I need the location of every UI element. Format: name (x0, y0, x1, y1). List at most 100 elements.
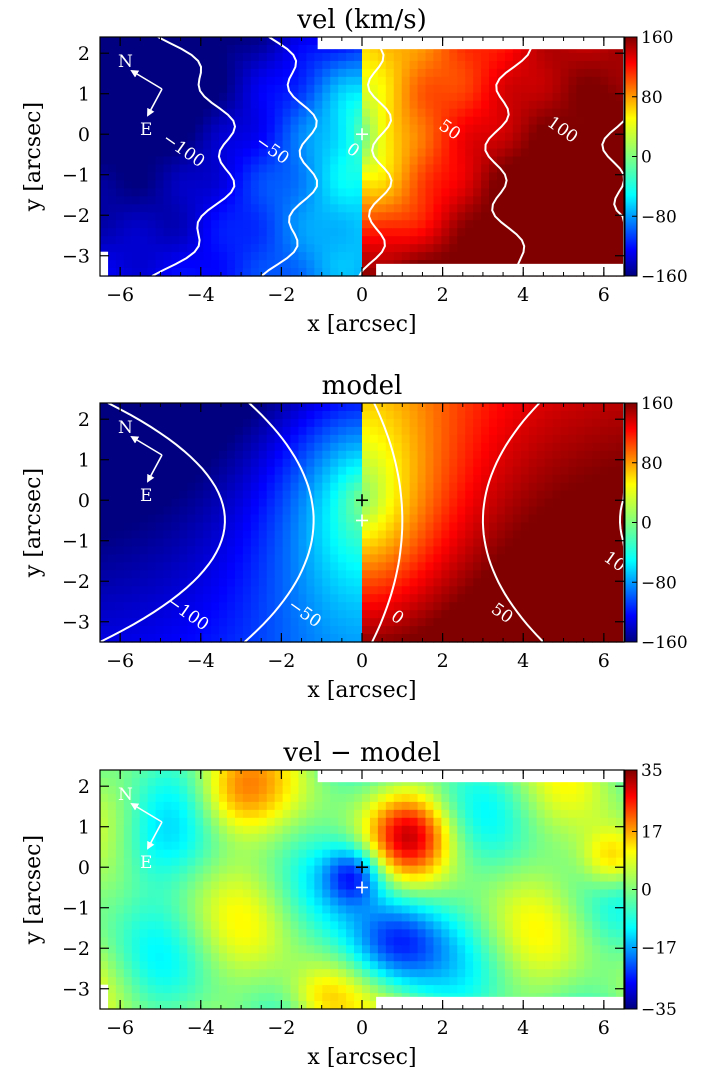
heatmap-cell (536, 498, 546, 508)
heatmap-cell (131, 945, 141, 954)
heatmap-cell (338, 236, 347, 245)
heatmap-cell (203, 60, 212, 70)
heatmap-cell (107, 164, 117, 174)
heatmap-cell (274, 610, 284, 619)
heatmap-cell (266, 37, 276, 46)
heatmap-cell (107, 124, 117, 134)
heatmap-cell (608, 482, 617, 492)
heatmap-cell (147, 937, 157, 946)
heatmap-cell (107, 530, 117, 540)
heatmap-cell (306, 418, 315, 428)
heatmap-cell (155, 865, 165, 875)
heatmap-cell (139, 220, 149, 229)
heatmap-cell (234, 937, 244, 946)
heatmap-cell (258, 212, 268, 221)
heatmap-cell (290, 977, 300, 986)
heatmap-cell (211, 458, 220, 468)
heatmap-cell (274, 76, 284, 86)
heatmap-cell (576, 570, 585, 579)
heatmap-cell (163, 236, 173, 245)
heatmap-cell (441, 403, 450, 412)
heatmap-cell (568, 618, 577, 627)
heatmap-cell (489, 188, 498, 197)
heatmap-cell (425, 228, 435, 237)
heatmap-cell (155, 1001, 165, 1010)
heatmap-cell (496, 148, 506, 158)
heatmap-cell (274, 522, 284, 532)
heatmap-cell (552, 220, 562, 229)
heatmap-cell (354, 554, 363, 563)
heatmap-cell (139, 961, 149, 970)
heatmap-cell (123, 450, 133, 460)
heatmap-cell (298, 164, 308, 174)
y-tick-label: −3 (62, 612, 90, 634)
heatmap-cell (298, 578, 308, 587)
heatmap-cell (362, 148, 371, 158)
heatmap-cell (163, 809, 173, 819)
heatmap-cell (131, 993, 141, 1002)
heatmap-cell (552, 418, 562, 428)
heatmap-cell (107, 602, 117, 611)
heatmap-cell (234, 426, 244, 436)
heatmap-cell (258, 426, 268, 436)
heatmap-cell (322, 570, 331, 579)
heatmap-cell (147, 905, 157, 914)
heatmap-cell (258, 44, 268, 54)
heatmap-cell (544, 578, 554, 587)
heatmap-cell (234, 418, 244, 428)
heatmap-cell (123, 889, 133, 899)
panel-title: model (322, 371, 403, 401)
heatmap-cell (512, 180, 522, 189)
heatmap-cell (401, 530, 411, 540)
heatmap-cell (592, 618, 601, 627)
heatmap-cell (211, 937, 220, 946)
heatmap-cell (616, 100, 625, 110)
heatmap-cell (163, 140, 173, 150)
heatmap-cell (496, 228, 506, 237)
heatmap-cell (123, 825, 133, 835)
heatmap-cell (584, 44, 593, 54)
heatmap-cell (322, 236, 331, 245)
heatmap-cell (600, 634, 609, 643)
heatmap-cell (369, 196, 379, 205)
heatmap-cell (425, 522, 435, 532)
heatmap-cell (377, 403, 387, 412)
heatmap-cell (552, 140, 562, 150)
heatmap-cell (131, 172, 141, 181)
heatmap-cell (600, 164, 609, 174)
heatmap-cell (489, 148, 498, 158)
heatmap-cell (322, 833, 331, 843)
heatmap-cell (417, 482, 427, 492)
heatmap-cell (211, 442, 220, 452)
heatmap-cell (481, 506, 490, 516)
heatmap-cell (560, 244, 570, 253)
heatmap-cell (520, 418, 530, 428)
heatmap-cell (123, 68, 133, 78)
heatmap-cell (560, 180, 570, 189)
heatmap-cell (242, 92, 252, 102)
heatmap-cell (100, 546, 109, 555)
heatmap-cell (377, 148, 387, 158)
heatmap-cell (433, 148, 442, 158)
heatmap-cell (457, 466, 466, 476)
heatmap-cell (100, 841, 109, 851)
heatmap-cell (147, 602, 157, 611)
heatmap-cell (171, 212, 180, 221)
heatmap-cell (314, 817, 323, 827)
heatmap-cell (401, 140, 411, 150)
heatmap-cell (290, 937, 300, 946)
heatmap-cell (362, 68, 371, 78)
heatmap-cell (187, 418, 196, 428)
heatmap-cell (290, 403, 300, 412)
heatmap-cell (616, 124, 625, 134)
heatmap-cell (362, 204, 371, 213)
heatmap-cell (179, 236, 188, 245)
heatmap-cell (354, 570, 363, 579)
heatmap-cell (139, 809, 149, 819)
heatmap-cell (250, 881, 260, 891)
heatmap-cell (227, 418, 236, 428)
heatmap-cell (211, 426, 220, 436)
heatmap-cell (219, 514, 228, 524)
heatmap-cell (330, 92, 339, 102)
